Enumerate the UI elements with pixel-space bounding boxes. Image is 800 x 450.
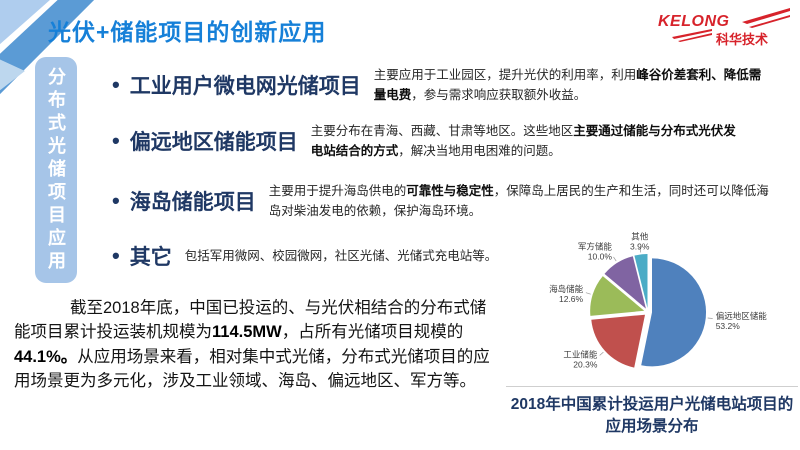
bullet-title: • 海岛储能项目 [112,186,256,216]
bullet-title: • 其它 [112,241,172,271]
bullet-desc: 主要分布在青海、西藏、甘肃等地区。这些地区主要通过储能与分布式光伏发电站结合的方… [310,124,736,158]
chart-caption: 2018年中国累计投运用户光储电站项目的应用场景分布 [506,386,798,437]
pie-slice-label: 海岛储能 12.6% [549,284,584,304]
bullet-desc: 主要应用于工业园区，提升光伏的利用率，利用峰谷价差套利、降低需量电费，参与需求响… [373,68,762,102]
bullet-dot-icon: • [112,188,120,213]
pie-slice [641,258,707,367]
bullet-dot-icon: • [112,72,120,97]
bullet-title: • 偏远地区储能项目 [112,126,298,156]
list-item-island: • 海岛储能项目 主要用于提升海岛供电的可靠性与稳定性，保障岛上居民的生产和生活… [112,169,775,233]
pie-leader-line [613,256,617,262]
bullet-title: • 工业用户微电网光储项目 [112,70,361,100]
bullet-desc: 主要用于提升海岛供电的可靠性与稳定性，保障岛上居民的生产和生活，同时还可以降低海… [268,184,769,218]
pie-slice [590,276,645,316]
pie-chart: 偏远地区储能 53.2% 工业储能 20.3% 海岛储能 12.6% 军方储能 10.0% 其他… [508,226,798,386]
logo-swoosh-icon [742,8,790,24]
pie-leader-line [585,292,591,295]
kelong-logo-graphic: KELONG 科华技术 [658,8,790,47]
list-item-industrial: • 工业用户微电网光储项目 主要应用于工业园区，提升光伏的利用率，利用峰谷价差套… [112,55,766,115]
pie-slice [604,256,646,309]
pie-slice-label: 军方储能 10.0% [578,241,613,261]
bullet-title-text: 其它 [129,246,172,269]
pie-slice [634,253,648,308]
pie-slice-label: 工业储能 20.3% [563,349,598,369]
pie-slice-label: 其他 3.9% [630,232,650,252]
bullet-desc: 包括军用微网、校园微网，社区光储、光储式充电站等。 [184,249,498,263]
summary-paragraph: 截至2018年底，中国已投运的、与光伏相结合的分布式储能项目累计投运装机规模为1… [14,299,490,391]
bullet-title-text: 偏远地区储能项目 [129,131,298,154]
bullet-dot-icon: • [112,243,120,268]
pie-slice-label: 偏远地区储能 53.2% [716,311,768,331]
kelong-logo: KELONG 科华技术 [652,6,792,52]
kelong-brand-text: KELONG [658,13,729,30]
list-item-other: • 其它 包括军用微网、校园微网，社区光储、光储式充电站等。 [112,233,525,279]
list-item-remote: • 偏远地区储能项目 主要分布在青海、西藏、甘肃等地区。这些地区主要通过储能与分… [112,112,743,170]
page-title: 光伏+储能项目的创新应用 [48,19,327,45]
pie-leader-line [707,317,713,319]
pie-leader-line [639,247,642,253]
kelong-subtitle-text: 科华技术 [716,32,768,47]
bullet-title-text: 海岛储能项目 [129,191,256,214]
sidebar-tab-label: 分布式光储项目应用 [46,66,66,274]
bullet-title-text: 工业用户微电网光储项目 [129,75,361,98]
sidebar-tab: 分布式光储项目应用 [35,57,77,283]
bullet-dot-icon: • [112,128,120,153]
pie-leader-line [599,351,604,356]
pie-slice [591,314,645,368]
